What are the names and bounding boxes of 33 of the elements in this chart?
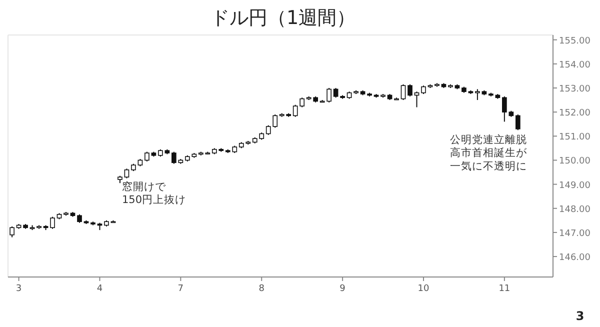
- chart-title: ドル円（1週間）: [210, 7, 356, 29]
- y-tick-label: 148.00: [559, 204, 591, 215]
- y-tick-label: 152.00: [559, 108, 591, 119]
- y-tick-label: 154.00: [559, 60, 591, 70]
- y-tick-label: 147.00: [559, 228, 591, 239]
- candlestick: [10, 226, 14, 238]
- y-tick-label: 155.00: [559, 36, 591, 46]
- candlestick: [333, 87, 338, 98]
- x-tick-label: 10: [418, 284, 430, 294]
- x-tick-label: 9: [340, 284, 346, 294]
- candlestick: [326, 87, 332, 103]
- candlestick: [50, 216, 55, 230]
- y-tick-label: 153.00: [559, 84, 591, 94]
- annotation: 窓開けで150円上抜け: [122, 180, 186, 206]
- candlestick: [408, 84, 412, 97]
- y-tick-label: 150.00: [559, 156, 591, 167]
- annotation: 公明党連立離脱高市首相誕生が一気に不透明に: [450, 133, 528, 172]
- x-tick-label: 8: [258, 284, 265, 294]
- candlestick: [516, 114, 520, 131]
- candlestick: [400, 84, 406, 101]
- candlestick: [144, 151, 150, 162]
- candlestick: [414, 91, 420, 108]
- candlestick: [475, 88, 480, 101]
- x-tick-label: 11: [498, 284, 510, 294]
- y-tick-label: 149.00: [559, 180, 591, 191]
- text: 3: [576, 309, 584, 323]
- y-tick-label: 146.00: [559, 253, 591, 264]
- x-tick-label: 3: [16, 284, 22, 294]
- candlestick: [502, 96, 507, 122]
- y-tick-label: 151.00: [559, 132, 591, 143]
- x-tick-label: 7: [178, 284, 184, 294]
- candlestick: [124, 168, 130, 179]
- x-tick-label: 4: [96, 284, 103, 294]
